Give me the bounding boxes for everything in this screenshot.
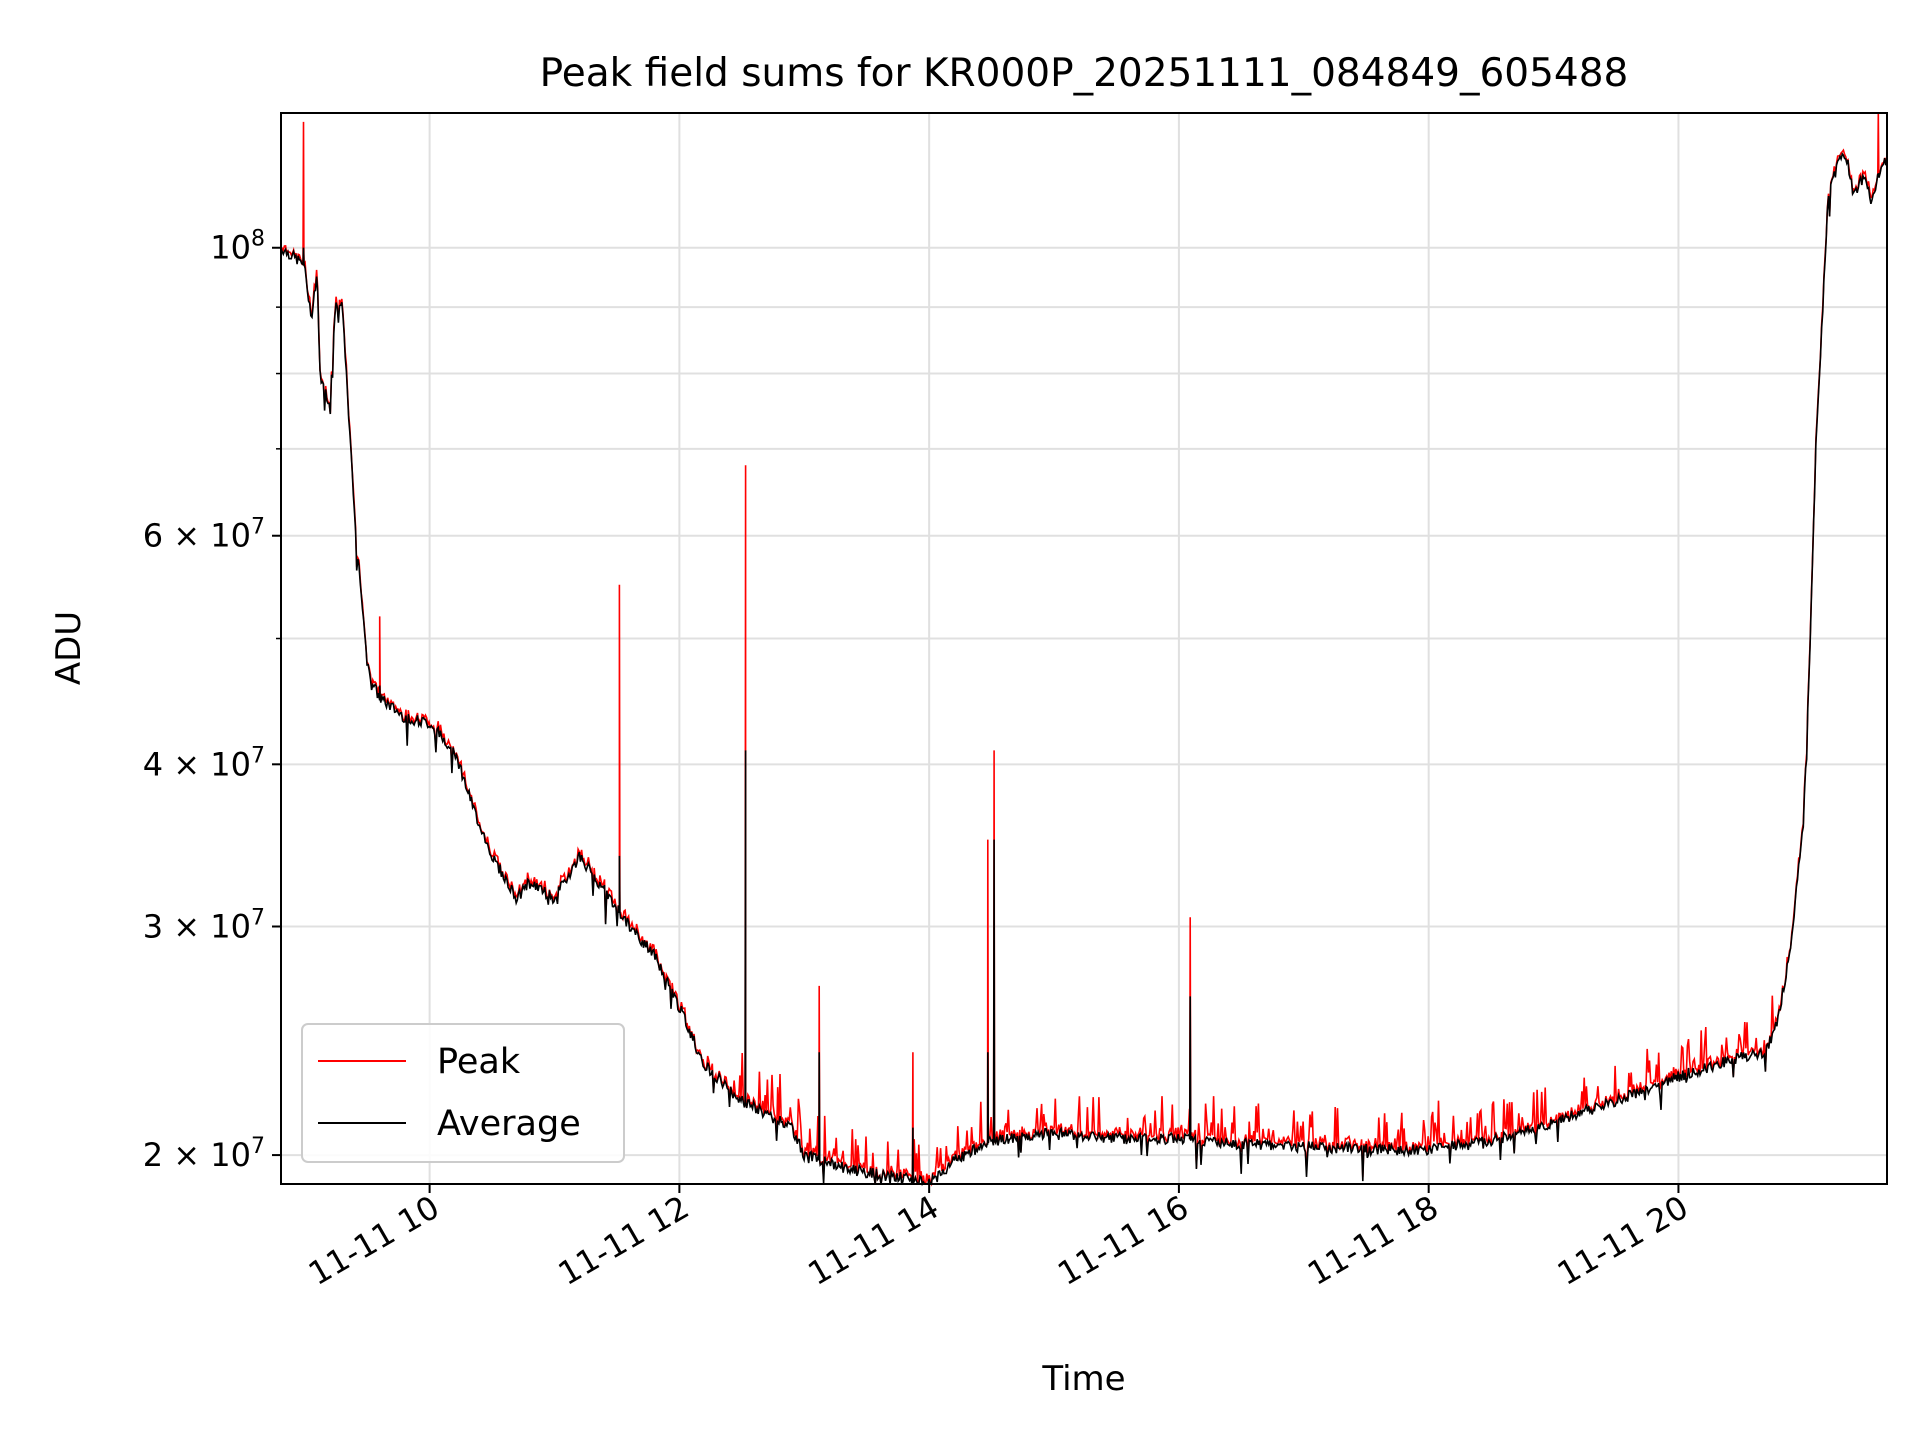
average-series-line — [280, 152, 1888, 1187]
y-tick-label: 6 × 107 — [143, 515, 265, 555]
grid — [281, 113, 1887, 1184]
y-tick-label: 2 × 107 — [143, 1134, 265, 1174]
legend-box — [301, 1023, 625, 1163]
chart-title: Peak field sums for KR000P_20251111_0848… — [540, 51, 1629, 96]
y-axis-label: ADU — [49, 611, 89, 685]
x-tick-label: 11-11 18 — [1301, 1188, 1445, 1293]
legend-average-label: Average — [437, 1104, 581, 1144]
x-tick-label: 11-11 14 — [802, 1188, 946, 1293]
plot-frame — [280, 112, 1888, 1185]
legend-peak-label: Peak — [437, 1042, 521, 1082]
legend: Peak Average — [301, 1023, 625, 1163]
series-layer — [280, 112, 1888, 1187]
x-tick-label: 11-11 20 — [1551, 1188, 1695, 1293]
x-tick-label: 11-11 16 — [1051, 1188, 1195, 1293]
x-tick-label: 11-11 10 — [302, 1188, 446, 1293]
x-tick-label: 11-11 12 — [552, 1188, 696, 1293]
x-axis-label: Time — [1041, 1359, 1125, 1399]
y-tick-label: 4 × 107 — [143, 743, 265, 783]
y-tick-label: 3 × 107 — [143, 905, 265, 945]
y-tick-label: 108 — [210, 227, 265, 267]
